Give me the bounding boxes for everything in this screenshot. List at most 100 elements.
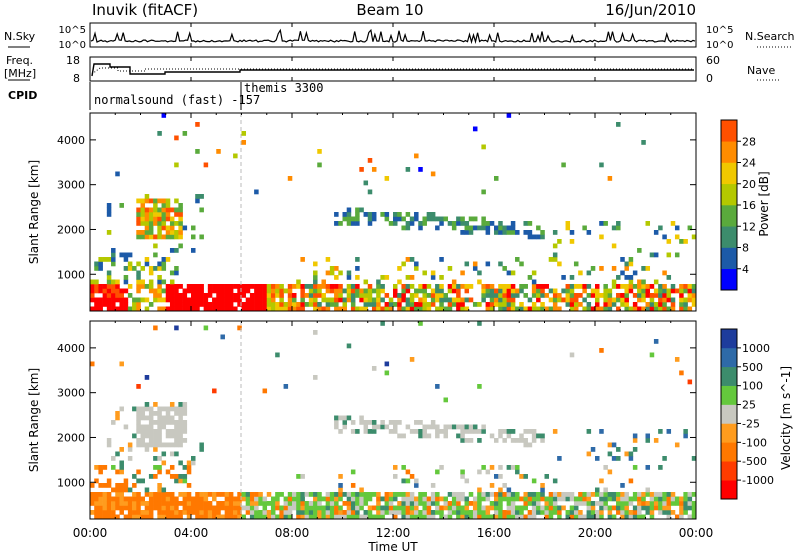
data-cell (283, 384, 289, 389)
data-cell (447, 297, 453, 303)
data-cell (174, 288, 179, 294)
data-cell (136, 438, 141, 443)
data-cell (212, 306, 217, 312)
data-cell (515, 257, 520, 262)
x-tick-label: 08:00 (275, 526, 310, 540)
data-cell (367, 429, 373, 434)
data-cell (304, 514, 310, 520)
data-cell (494, 510, 499, 515)
data-cell (451, 492, 457, 497)
data-cell (481, 510, 486, 515)
y-tick-label: 2000 (57, 223, 85, 236)
data-cell (165, 293, 171, 298)
data-cell (691, 293, 697, 298)
data-cell (460, 216, 465, 222)
data-cell (325, 284, 331, 289)
data-cell (228, 293, 234, 298)
data-cell (451, 288, 457, 294)
data-cell (388, 420, 394, 425)
data-cell (691, 514, 697, 520)
data-cell (393, 212, 398, 217)
data-cell (515, 288, 520, 294)
data-cell (90, 510, 95, 515)
data-cell (157, 212, 162, 217)
data-cell (224, 514, 230, 520)
data-cell (628, 496, 634, 502)
data-cell (662, 456, 667, 461)
data-cell (451, 297, 457, 303)
data-cell (220, 302, 225, 307)
data-cell (132, 510, 137, 515)
data-cell (169, 302, 175, 307)
data-cell (216, 288, 221, 294)
colorbar-tick-label: 8 (742, 242, 749, 255)
data-cell (384, 212, 390, 217)
data-cell (287, 505, 293, 511)
data-cell (515, 306, 520, 312)
data-cell (174, 221, 179, 226)
data-cell (186, 492, 192, 497)
data-cell (632, 438, 638, 443)
data-cell (422, 270, 427, 276)
data-cell (153, 266, 158, 271)
data-cell (195, 194, 200, 199)
data-cell (148, 429, 154, 434)
data-cell (683, 492, 688, 497)
data-cell (102, 492, 108, 497)
data-cell (148, 474, 154, 479)
data-cell (582, 492, 587, 497)
data-cell (414, 216, 419, 222)
data-cell (523, 306, 528, 312)
data-cell (270, 306, 276, 312)
data-cell (435, 424, 440, 430)
data-cell (464, 288, 470, 294)
data-cell (519, 433, 524, 439)
data-cell (94, 496, 99, 502)
data-cell (653, 230, 659, 235)
data-cell (603, 288, 608, 294)
data-cell (254, 505, 259, 511)
data-cell (426, 302, 432, 307)
data-cell (540, 230, 545, 235)
data-cell (624, 306, 629, 312)
data-cell (523, 230, 528, 235)
data-cell (300, 492, 305, 497)
colorbar-tick-label: 24 (742, 157, 756, 170)
data-cell (414, 212, 419, 217)
data-cell (540, 438, 545, 443)
data-cell (220, 505, 225, 511)
data-cell (456, 297, 461, 303)
data-cell (376, 293, 381, 298)
data-cell (157, 234, 162, 240)
data-cell (363, 420, 369, 425)
data-cell (296, 279, 301, 285)
data-cell (195, 514, 200, 520)
data-cell (148, 411, 154, 416)
data-cell (683, 239, 688, 244)
data-cell (409, 514, 415, 520)
noise-left-tick-high: 10^5 (59, 25, 86, 36)
data-cell (148, 438, 154, 443)
data-cell (498, 465, 503, 470)
data-cell (523, 438, 528, 443)
data-cell (111, 501, 116, 506)
data-cell (161, 451, 167, 457)
data-cell (611, 492, 617, 497)
data-cell (548, 501, 554, 506)
data-cell (418, 306, 423, 312)
data-cell (502, 230, 507, 235)
data-cell (590, 447, 596, 452)
data-cell (367, 189, 373, 195)
data-cell (388, 496, 394, 502)
data-cell (691, 456, 697, 461)
data-cell (620, 297, 625, 303)
data-cell (237, 293, 242, 298)
data-cell (178, 402, 183, 407)
data-cell (662, 501, 667, 506)
data-cell (174, 135, 179, 141)
data-cell (169, 402, 175, 407)
data-cell (359, 167, 364, 172)
data-cell (582, 514, 587, 520)
data-cell (397, 433, 402, 439)
